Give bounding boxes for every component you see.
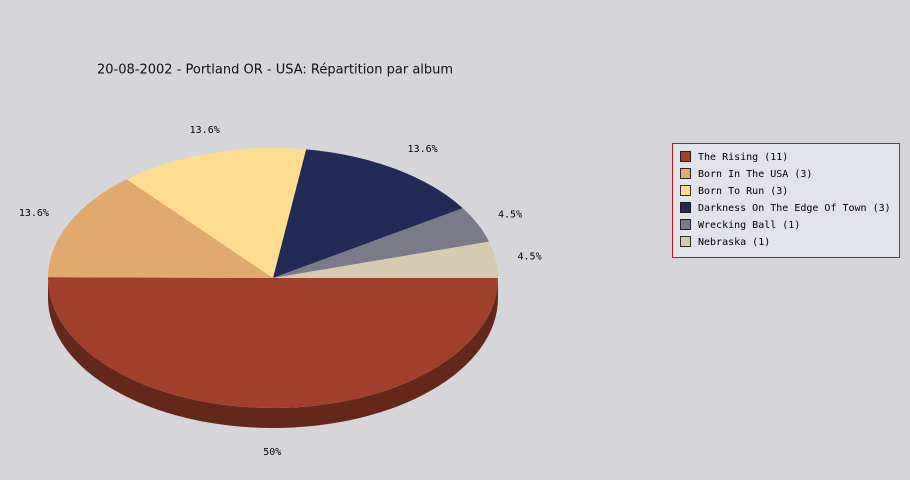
pie-tops [48,148,498,408]
slice [273,241,498,278]
legend-label: Born To Run (3) [698,186,788,197]
legend-label: The Rising (11) [698,152,788,163]
legend-swatch [680,219,691,230]
slice-label: 13.6% [190,125,220,136]
slice [273,149,463,278]
legend-label: Born In The USA (3) [698,169,812,180]
slice-labels: 50% 13.6% 13.6% 13.6% 4.5% 4.5% [19,125,542,458]
legend-label: Darkness On The Edge Of Town (3) [698,203,891,214]
slice-label: 13.6% [19,208,49,219]
legend-swatch [680,236,691,247]
slice [126,148,307,278]
legend-box [672,143,900,258]
legend-label: Nebraska (1) [698,237,770,248]
legend-swatch [680,168,691,179]
slice [48,179,274,278]
slice-label: 13.6% [408,144,438,155]
legend-swatch [680,151,691,162]
slice [48,277,498,408]
legend-label: Wrecking Ball (1) [698,220,800,231]
legend-swatch [680,202,691,213]
legend-swatch [680,185,691,196]
slice-label: 50% [263,447,281,458]
chart-title: 20-08-2002 - Portland OR - USA: Répartit… [97,63,453,78]
slice-label: 4.5% [498,210,522,221]
legend: The Rising (11) Born In The USA (3) Born T… [680,151,891,248]
slice [273,208,490,278]
slice-label: 4.5% [518,251,542,262]
